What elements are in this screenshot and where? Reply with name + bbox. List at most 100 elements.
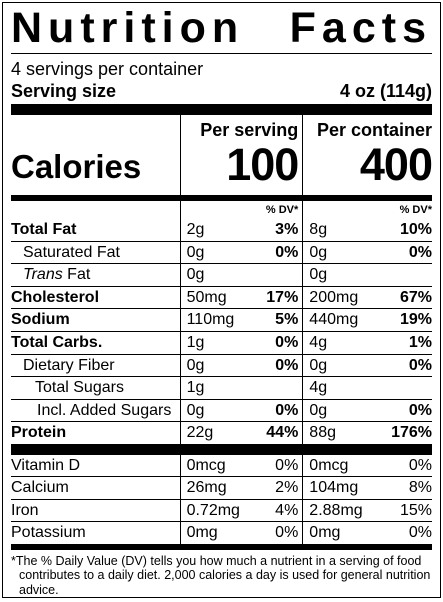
container-amount: 440mg <box>309 311 359 329</box>
container-dv: 1% <box>408 333 432 351</box>
serving-dv: 0% <box>275 456 299 474</box>
serving-dv: 0% <box>275 401 299 419</box>
container-amount: 2.88mg <box>309 501 363 519</box>
calories-block: Calories Per serving 100 Per container 4… <box>11 115 433 195</box>
container-cell: 0g 0% <box>302 354 432 377</box>
vitamin-row: Potassium 0mg 0% 0mg 0% <box>11 521 432 544</box>
nutrient-name-text: Total Fat <box>11 221 77 238</box>
nutrient-list: Total Fat 2g 3% 8g 10% Saturated Fat 0g 0% 0g 0% T… <box>11 219 432 444</box>
container-amount: 0mcg <box>309 456 349 474</box>
nutrient-name-text: Saturated Fat <box>23 243 120 261</box>
container-amount: 200mg <box>309 288 359 306</box>
calories-label: Calories <box>11 148 142 185</box>
nutrient-name-text: Total Sugars <box>35 379 124 397</box>
nutrient-row: Total Carbs. 1g 0% 4g 1% <box>11 330 432 354</box>
container-cell: 4g <box>302 377 432 399</box>
nutrient-name-text: Dietary Fiber <box>23 356 115 374</box>
container-cell: 4g 1% <box>302 331 432 354</box>
title-right: Facts <box>289 5 432 52</box>
serving-cell: 1g 0% <box>179 331 303 354</box>
vitamin-row: Calcium 26mg 2% 104mg 8% <box>11 476 432 499</box>
nutrient-name: Dietary Fiber <box>11 355 180 377</box>
vitamin-row: Vitamin D 0mcg 0% 0mcg 0% <box>11 454 432 477</box>
container-amount: 4g <box>309 333 328 351</box>
title-left: Nutrition <box>11 5 245 52</box>
nutrient-row: Dietary Fiber 0g 0% 0g 0% <box>11 353 432 377</box>
footnote: *The % Daily Value (DV) tells you how mu… <box>11 553 431 597</box>
nutrient-name: Potassium <box>11 522 180 544</box>
nutrient-name-text: Incl. Added Sugars <box>37 401 172 419</box>
serving-dv: 0% <box>275 524 299 542</box>
protein-divider <box>11 443 432 455</box>
nutrient-row: Sodium 110mg 5% 440mg 19% <box>11 308 432 331</box>
serving-dv: 44% <box>266 424 299 442</box>
nutrient-name-text: Sodium <box>11 311 70 329</box>
container-cell: 0mg 0% <box>302 522 432 544</box>
nutrient-name-text: Cholesterol <box>11 288 100 306</box>
serving-cell: 0mg 0% <box>179 522 303 544</box>
container-cell: 0g 0% <box>302 399 432 422</box>
serving-amount: 0g <box>186 356 205 374</box>
footnote-divider <box>11 543 432 550</box>
serving-dv: 5% <box>275 311 299 329</box>
nutrient-name-text: Iron <box>11 501 39 519</box>
serving-amount: 0g <box>186 401 205 419</box>
serving-cell: 0.72mg 4% <box>179 499 303 522</box>
container-amount: 8g <box>309 221 328 238</box>
calories-divider <box>11 195 432 201</box>
container-cell: 200mg 67% <box>302 286 432 309</box>
container-dv: 0% <box>408 243 432 261</box>
container-cell: 2.88mg 15% <box>302 499 432 522</box>
serving-amount: 50mg <box>186 288 227 306</box>
serving-amount: 0.72mg <box>186 501 240 519</box>
container-cell: 8g 10% <box>302 219 432 241</box>
serving-amount: 1g <box>186 379 205 397</box>
nutrient-name-italic: Trans <box>23 266 63 284</box>
serving-dv: 3% <box>275 221 299 238</box>
serving-amount: 1g <box>186 333 205 351</box>
container-dv: 0% <box>408 356 432 374</box>
container-cell: 0g 0% <box>302 241 432 264</box>
nutrient-name: Total Carbs. <box>11 332 180 354</box>
container-dv: 8% <box>408 479 432 497</box>
calories-per-container: 400 <box>359 139 433 190</box>
container-amount: 88g <box>309 424 336 442</box>
calories-per-serving: 100 <box>226 139 299 190</box>
container-cell: 440mg 19% <box>302 309 432 331</box>
nutrient-row: Total Sugars 1g 4g <box>11 376 432 399</box>
serving-cell: 0g 0% <box>179 241 303 264</box>
container-dv: 19% <box>399 311 432 329</box>
nutrient-name-text: Calcium <box>11 479 69 497</box>
nutrient-name-text: Vitamin D <box>11 456 81 474</box>
container-cell: 88g 176% <box>302 422 432 444</box>
container-dv: 10% <box>399 221 432 238</box>
serving-dv: 0% <box>275 333 299 351</box>
container-amount: 0mg <box>309 524 341 542</box>
nutrient-name: Vitamin D <box>11 455 180 477</box>
serving-cell: 0mcg 0% <box>179 454 303 477</box>
title-rule <box>11 53 432 54</box>
nutrient-name-text: Protein <box>11 424 67 442</box>
nutrient-row: Incl. Added Sugars 0g 0% 0g 0% <box>11 398 432 422</box>
nutrient-name: Cholesterol <box>11 287 180 309</box>
nutrient-row: Total Fat 2g 3% 8g 10% <box>11 219 432 241</box>
vitamin-list: Vitamin D 0mcg 0% 0mcg 0% Calcium 26mg 2% 104mg 8… <box>11 454 432 544</box>
serving-cell: 2g 3% <box>179 219 303 241</box>
container-amount: 0g <box>309 243 328 261</box>
vitamin-row: Iron 0.72mg 4% 2.88mg 15% <box>11 498 432 522</box>
nutrient-name: Sodium <box>11 309 180 331</box>
nutrient-name: Total Sugars <box>11 377 180 399</box>
per-container-label: Per container <box>316 120 432 140</box>
serving-amount: 0mg <box>186 524 218 542</box>
nutrient-name: Incl. Added Sugars <box>11 400 180 422</box>
per-serving-label: Per serving <box>200 120 299 140</box>
dv-header-serving: % DV* <box>179 201 303 219</box>
container-dv: 0% <box>408 524 432 542</box>
label-title: Nutrition Facts <box>11 5 432 53</box>
serving-size-value: 4 oz (114g) <box>339 81 432 101</box>
nutrient-name: Calcium <box>11 477 180 499</box>
nutrient-row: Trans Fat 0g 0g <box>11 263 432 286</box>
serving-cell: 1g <box>179 377 303 399</box>
serving-dv: 0% <box>275 243 299 261</box>
